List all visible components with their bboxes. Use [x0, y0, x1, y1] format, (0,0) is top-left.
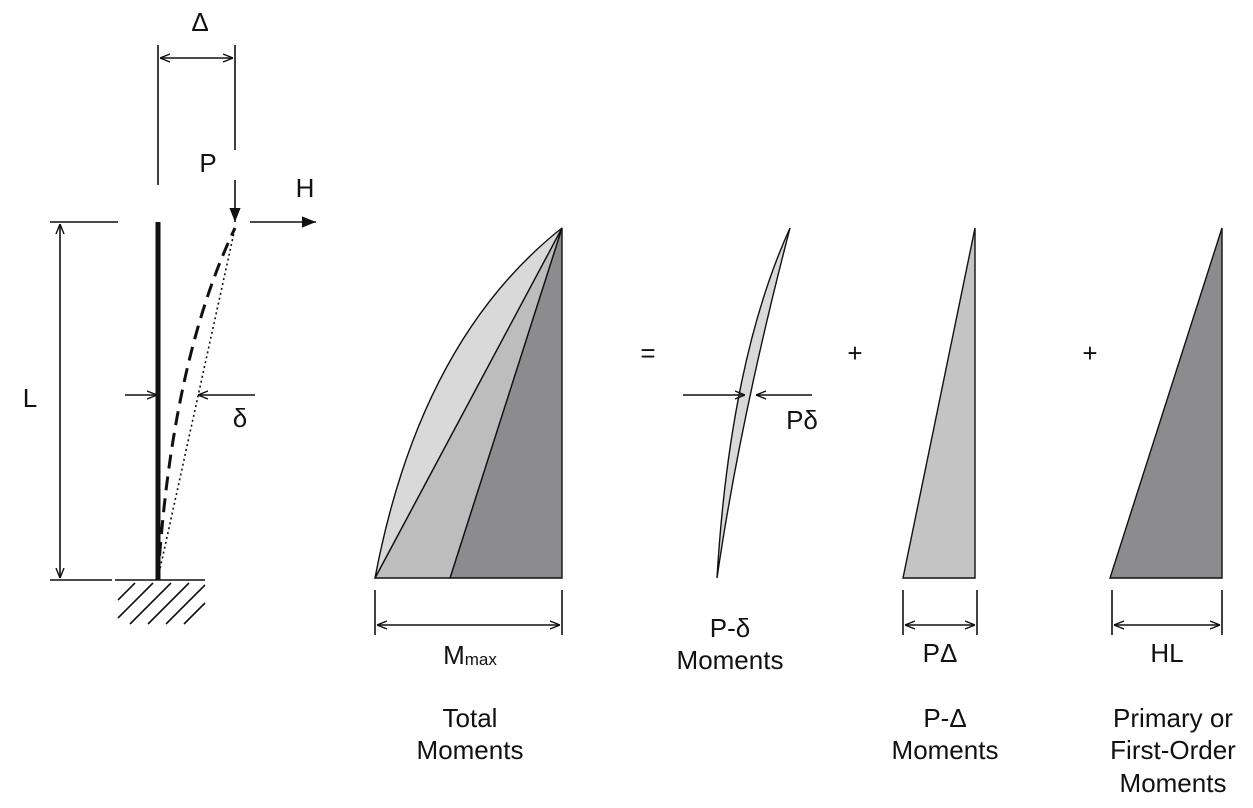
caption: P-Δ [923, 703, 966, 733]
p-small-delta-diagram [683, 227, 812, 579]
dimension-subscript: max [465, 650, 498, 669]
caption: Total [443, 703, 498, 733]
operator: = [640, 338, 655, 368]
primary-moment-diagram [1109, 227, 1223, 635]
caption: Moments [417, 735, 524, 765]
length-label: L [23, 383, 37, 413]
dimension-label: Mmax [443, 640, 497, 670]
operator: + [1082, 338, 1097, 368]
caption: First-Order [1110, 735, 1236, 765]
deflection-label: δ [233, 403, 247, 433]
dimension-label: HL [1150, 638, 1183, 668]
caption: P-δ [710, 613, 750, 643]
caption: Moments [677, 645, 784, 675]
dimension-main: M [443, 640, 465, 670]
caption: Primary or [1113, 703, 1233, 733]
dimension-label: PΔ [923, 638, 958, 668]
operator: + [847, 338, 862, 368]
column-figure [50, 45, 316, 625]
load-label: P [199, 148, 216, 178]
marker-label: Pδ [786, 405, 818, 435]
p-delta-diagram [902, 227, 978, 635]
caption: Moments [1120, 768, 1227, 798]
lateral-label: H [296, 173, 315, 203]
caption: Moments [892, 735, 999, 765]
total-moment-diagram [373, 227, 563, 635]
drift-label: Δ [191, 7, 208, 37]
